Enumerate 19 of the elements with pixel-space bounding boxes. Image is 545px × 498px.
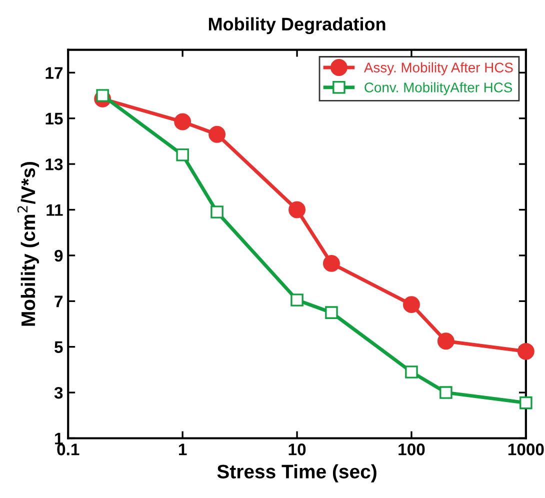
y-tick-label: 17 (46, 67, 63, 79)
x-axis-title: Stress Time (sec) (217, 464, 376, 482)
legend-label: Conv. MobilityAfter HCS (364, 82, 512, 96)
y-tick-label: 9 (54, 250, 63, 262)
y-tick-label: 15 (46, 112, 63, 125)
y-tick-label: 11 (46, 204, 63, 216)
y-axis-title: Mobility (cm$^{2}$/V*s) (17, 162, 39, 326)
y-tick-label: 13 (46, 158, 63, 170)
legend-label: Assy. Mobility After HCS (364, 62, 513, 76)
chart-title: Mobility Degradation (208, 17, 386, 34)
y-tick-label: 3 (54, 386, 63, 399)
y-tick-label: 1 (55, 432, 63, 444)
y-tick-label: 5 (54, 341, 63, 354)
x-tick-label: 1000 (508, 444, 544, 456)
x-tick-label: 10 (288, 444, 306, 456)
x-tick-label: 0.1 (57, 444, 80, 456)
x-tick-label: 1 (178, 444, 187, 456)
x-tick-label: 100 (398, 444, 425, 456)
y-tick-label: 7 (54, 296, 63, 308)
